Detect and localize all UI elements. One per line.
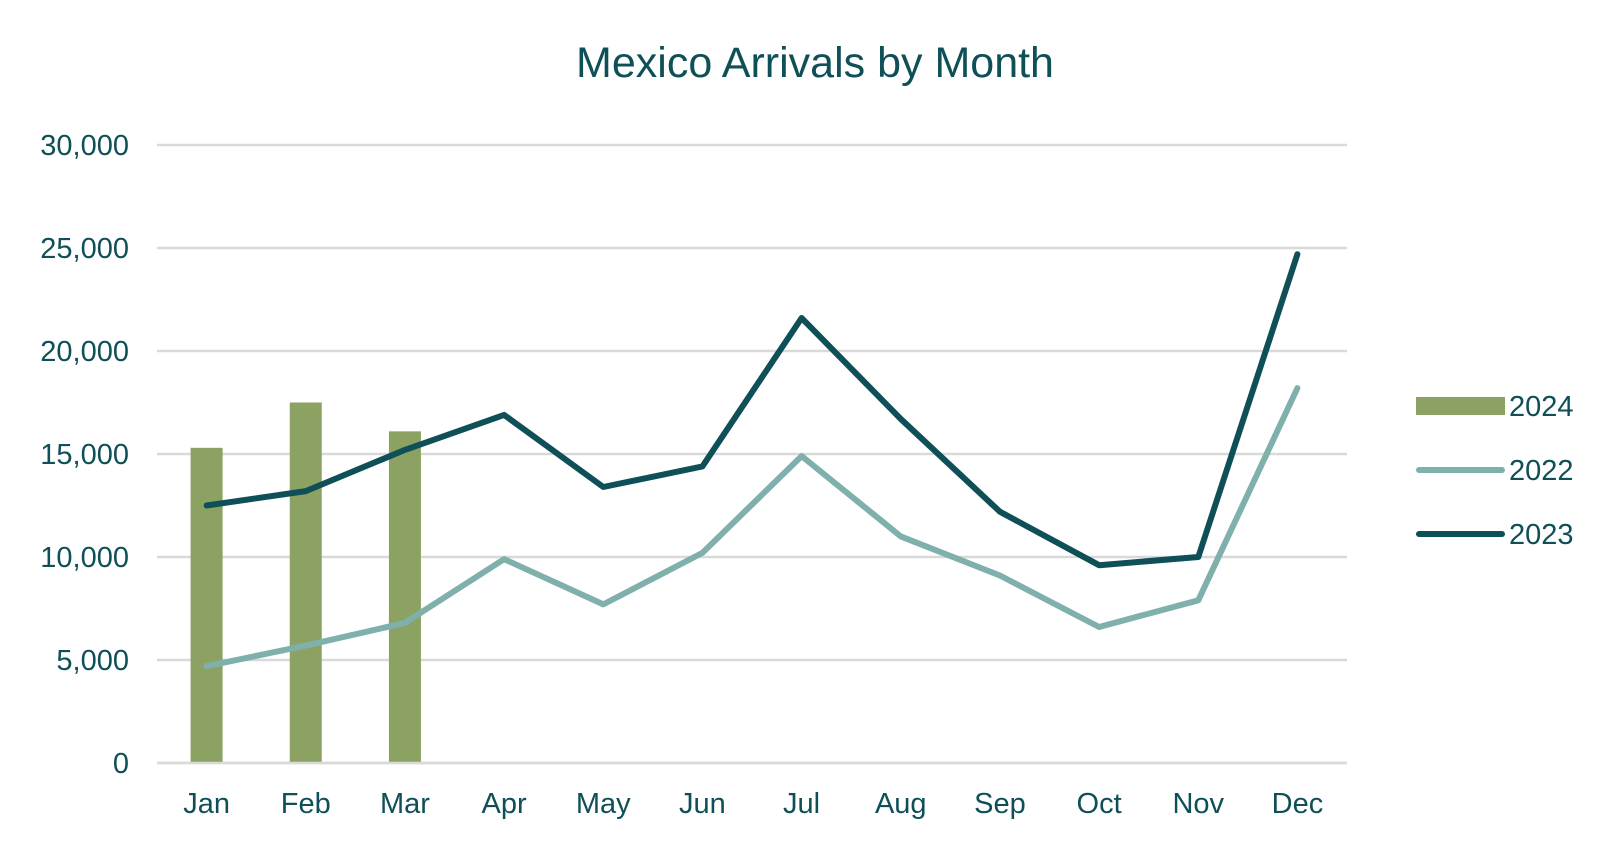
- x-tick-label: Apr: [482, 788, 527, 820]
- x-tick-label: Sep: [974, 788, 1026, 820]
- line-series: [203, 251, 1301, 670]
- x-tick-label: Mar: [380, 788, 430, 820]
- y-tick-label: 30,000: [40, 130, 129, 162]
- x-tick-label: Dec: [1272, 788, 1324, 820]
- x-tick-label: Nov: [1172, 788, 1224, 820]
- y-axis: 0 5,000 10,000 15,000 20,000 25,000 30,000: [40, 130, 129, 780]
- gridlines: [157, 143, 1347, 765]
- x-tick-label: Aug: [875, 788, 927, 820]
- bar-series: [190, 402, 421, 763]
- y-tick-label: 0: [113, 748, 129, 780]
- y-tick-label: 5,000: [56, 645, 129, 677]
- line-series-2023: [203, 251, 1301, 569]
- x-tick-label: Oct: [1077, 788, 1122, 820]
- legend: 2024 2022 2023: [1416, 391, 1574, 551]
- x-tick-label: May: [576, 788, 631, 820]
- x-tick-label: Jun: [679, 788, 726, 820]
- legend-label-2022: 2022: [1509, 455, 1574, 487]
- bar-2024-feb: [289, 402, 322, 763]
- y-tick-label: 15,000: [40, 439, 129, 471]
- x-tick-label: Jul: [783, 788, 820, 820]
- x-tick-label: Feb: [281, 788, 331, 820]
- bar-2024-jan: [190, 447, 223, 763]
- y-tick-label: 20,000: [40, 336, 129, 368]
- y-tick-label: 10,000: [40, 542, 129, 574]
- legend-swatch-2024: [1416, 397, 1505, 415]
- legend-label-2023: 2023: [1509, 519, 1574, 551]
- legend-label-2024: 2024: [1509, 391, 1574, 423]
- line-series-2022: [203, 385, 1301, 670]
- x-tick-label: Jan: [183, 788, 230, 820]
- x-axis: Jan Feb Mar Apr May Jun Jul Aug Sep Oct Nov Dec: [157, 761, 1347, 820]
- chart-title: Mexico Arrivals by Month: [576, 39, 1054, 87]
- y-tick-label: 25,000: [40, 233, 129, 265]
- bar-2024-mar: [388, 431, 421, 763]
